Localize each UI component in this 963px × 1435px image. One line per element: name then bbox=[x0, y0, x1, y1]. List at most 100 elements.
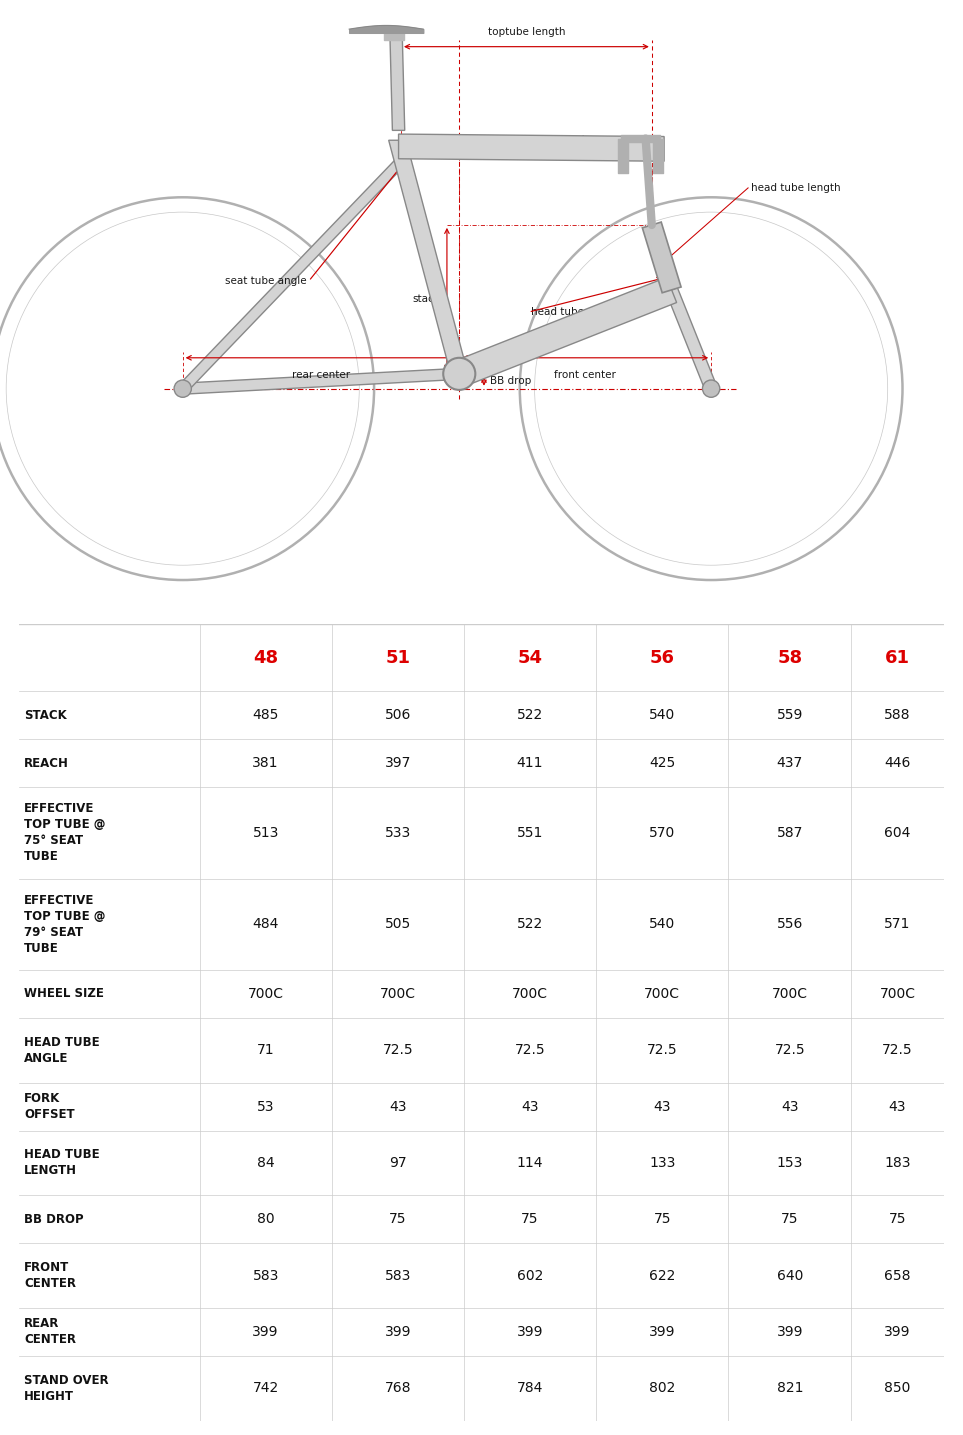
Polygon shape bbox=[642, 222, 681, 293]
Text: BB DROP: BB DROP bbox=[24, 1213, 84, 1225]
Text: 821: 821 bbox=[776, 1382, 803, 1395]
Text: 802: 802 bbox=[649, 1382, 675, 1395]
Text: REACH: REACH bbox=[24, 756, 68, 769]
Text: reach: reach bbox=[560, 135, 588, 145]
Text: 587: 587 bbox=[776, 825, 803, 839]
Text: 71: 71 bbox=[257, 1043, 274, 1058]
Text: FORK
OFFSET: FORK OFFSET bbox=[24, 1092, 74, 1121]
Text: 484: 484 bbox=[252, 917, 279, 931]
Text: 54: 54 bbox=[517, 649, 542, 667]
Text: 84: 84 bbox=[257, 1157, 274, 1170]
Text: 399: 399 bbox=[384, 1325, 411, 1339]
Text: 51: 51 bbox=[385, 649, 410, 667]
Text: stack: stack bbox=[413, 294, 441, 304]
Text: 72.5: 72.5 bbox=[647, 1043, 678, 1058]
Text: EFFECTIVE
TOP TUBE @
75° SEAT
TUBE: EFFECTIVE TOP TUBE @ 75° SEAT TUBE bbox=[24, 802, 105, 864]
Text: 75: 75 bbox=[889, 1213, 906, 1227]
Text: 114: 114 bbox=[517, 1157, 543, 1170]
Text: 53: 53 bbox=[257, 1099, 274, 1114]
Polygon shape bbox=[390, 36, 404, 131]
Text: 513: 513 bbox=[252, 825, 279, 839]
Text: 604: 604 bbox=[884, 825, 911, 839]
Polygon shape bbox=[183, 369, 459, 395]
Text: 183: 183 bbox=[884, 1157, 911, 1170]
Text: 56: 56 bbox=[650, 649, 675, 667]
Text: 43: 43 bbox=[654, 1099, 671, 1114]
Text: 700C: 700C bbox=[379, 987, 416, 1002]
Text: 588: 588 bbox=[884, 707, 911, 722]
Text: 411: 411 bbox=[517, 756, 543, 771]
Text: 551: 551 bbox=[517, 825, 543, 839]
Text: 75: 75 bbox=[521, 1213, 538, 1227]
Text: 153: 153 bbox=[776, 1157, 803, 1170]
Text: 58: 58 bbox=[777, 649, 802, 667]
Text: 43: 43 bbox=[521, 1099, 538, 1114]
Polygon shape bbox=[399, 133, 664, 161]
Polygon shape bbox=[389, 141, 468, 375]
Polygon shape bbox=[175, 159, 411, 389]
Text: 381: 381 bbox=[252, 756, 279, 771]
Text: WHEEL SIZE: WHEEL SIZE bbox=[24, 987, 104, 1000]
Text: FRONT
CENTER: FRONT CENTER bbox=[24, 1261, 76, 1290]
Text: 602: 602 bbox=[517, 1269, 543, 1283]
Text: 522: 522 bbox=[517, 917, 543, 931]
Text: 506: 506 bbox=[384, 707, 411, 722]
Text: 700C: 700C bbox=[879, 987, 916, 1002]
Text: 700C: 700C bbox=[512, 987, 548, 1002]
Text: 768: 768 bbox=[384, 1382, 411, 1395]
Text: toptube length: toptube length bbox=[487, 27, 565, 37]
Text: 43: 43 bbox=[389, 1099, 406, 1114]
Text: 540: 540 bbox=[649, 917, 675, 931]
Text: 397: 397 bbox=[384, 756, 411, 771]
Text: 97: 97 bbox=[389, 1157, 406, 1170]
Text: 570: 570 bbox=[649, 825, 675, 839]
Text: 559: 559 bbox=[776, 707, 803, 722]
Text: 640: 640 bbox=[776, 1269, 803, 1283]
Text: 700C: 700C bbox=[771, 987, 808, 1002]
Text: 48: 48 bbox=[253, 649, 278, 667]
Text: 133: 133 bbox=[649, 1157, 675, 1170]
Text: 571: 571 bbox=[884, 917, 911, 931]
Text: 505: 505 bbox=[384, 917, 411, 931]
Text: REAR
CENTER: REAR CENTER bbox=[24, 1317, 76, 1346]
Circle shape bbox=[702, 380, 719, 397]
Text: 540: 540 bbox=[649, 707, 675, 722]
Text: head tube length: head tube length bbox=[750, 182, 840, 192]
Text: 700C: 700C bbox=[644, 987, 680, 1002]
Text: 75: 75 bbox=[389, 1213, 406, 1227]
Circle shape bbox=[174, 380, 192, 397]
Text: 784: 784 bbox=[517, 1382, 543, 1395]
Text: 80: 80 bbox=[257, 1213, 274, 1227]
Text: 583: 583 bbox=[384, 1269, 411, 1283]
Text: 43: 43 bbox=[781, 1099, 798, 1114]
Text: 72.5: 72.5 bbox=[774, 1043, 805, 1058]
Text: STACK: STACK bbox=[24, 709, 66, 722]
Text: 399: 399 bbox=[884, 1325, 911, 1339]
Text: 583: 583 bbox=[252, 1269, 279, 1283]
Text: 700C: 700C bbox=[247, 987, 284, 1002]
Text: 485: 485 bbox=[252, 707, 279, 722]
Text: EFFECTIVE
TOP TUBE @
79° SEAT
TUBE: EFFECTIVE TOP TUBE @ 79° SEAT TUBE bbox=[24, 894, 105, 954]
Text: seat tube angle: seat tube angle bbox=[224, 277, 306, 286]
Text: 75: 75 bbox=[781, 1213, 798, 1227]
Text: 850: 850 bbox=[884, 1382, 911, 1395]
Text: 43: 43 bbox=[889, 1099, 906, 1114]
Text: 437: 437 bbox=[777, 756, 803, 771]
Text: front center: front center bbox=[555, 370, 616, 380]
Text: 399: 399 bbox=[649, 1325, 675, 1339]
Text: 72.5: 72.5 bbox=[382, 1043, 413, 1058]
Text: HEAD TUBE
ANGLE: HEAD TUBE ANGLE bbox=[24, 1036, 99, 1065]
Text: 399: 399 bbox=[517, 1325, 543, 1339]
Text: 742: 742 bbox=[252, 1382, 278, 1395]
Text: 72.5: 72.5 bbox=[514, 1043, 545, 1058]
Text: 522: 522 bbox=[517, 707, 543, 722]
Text: HEAD TUBE
LENGTH: HEAD TUBE LENGTH bbox=[24, 1148, 99, 1178]
Circle shape bbox=[443, 357, 476, 390]
Text: rear center: rear center bbox=[292, 370, 351, 380]
Text: STAND OVER
HEIGHT: STAND OVER HEIGHT bbox=[24, 1373, 109, 1403]
Text: 446: 446 bbox=[884, 756, 911, 771]
Text: 556: 556 bbox=[776, 917, 803, 931]
Text: 658: 658 bbox=[884, 1269, 911, 1283]
Polygon shape bbox=[455, 277, 677, 386]
Text: 75: 75 bbox=[654, 1213, 671, 1227]
